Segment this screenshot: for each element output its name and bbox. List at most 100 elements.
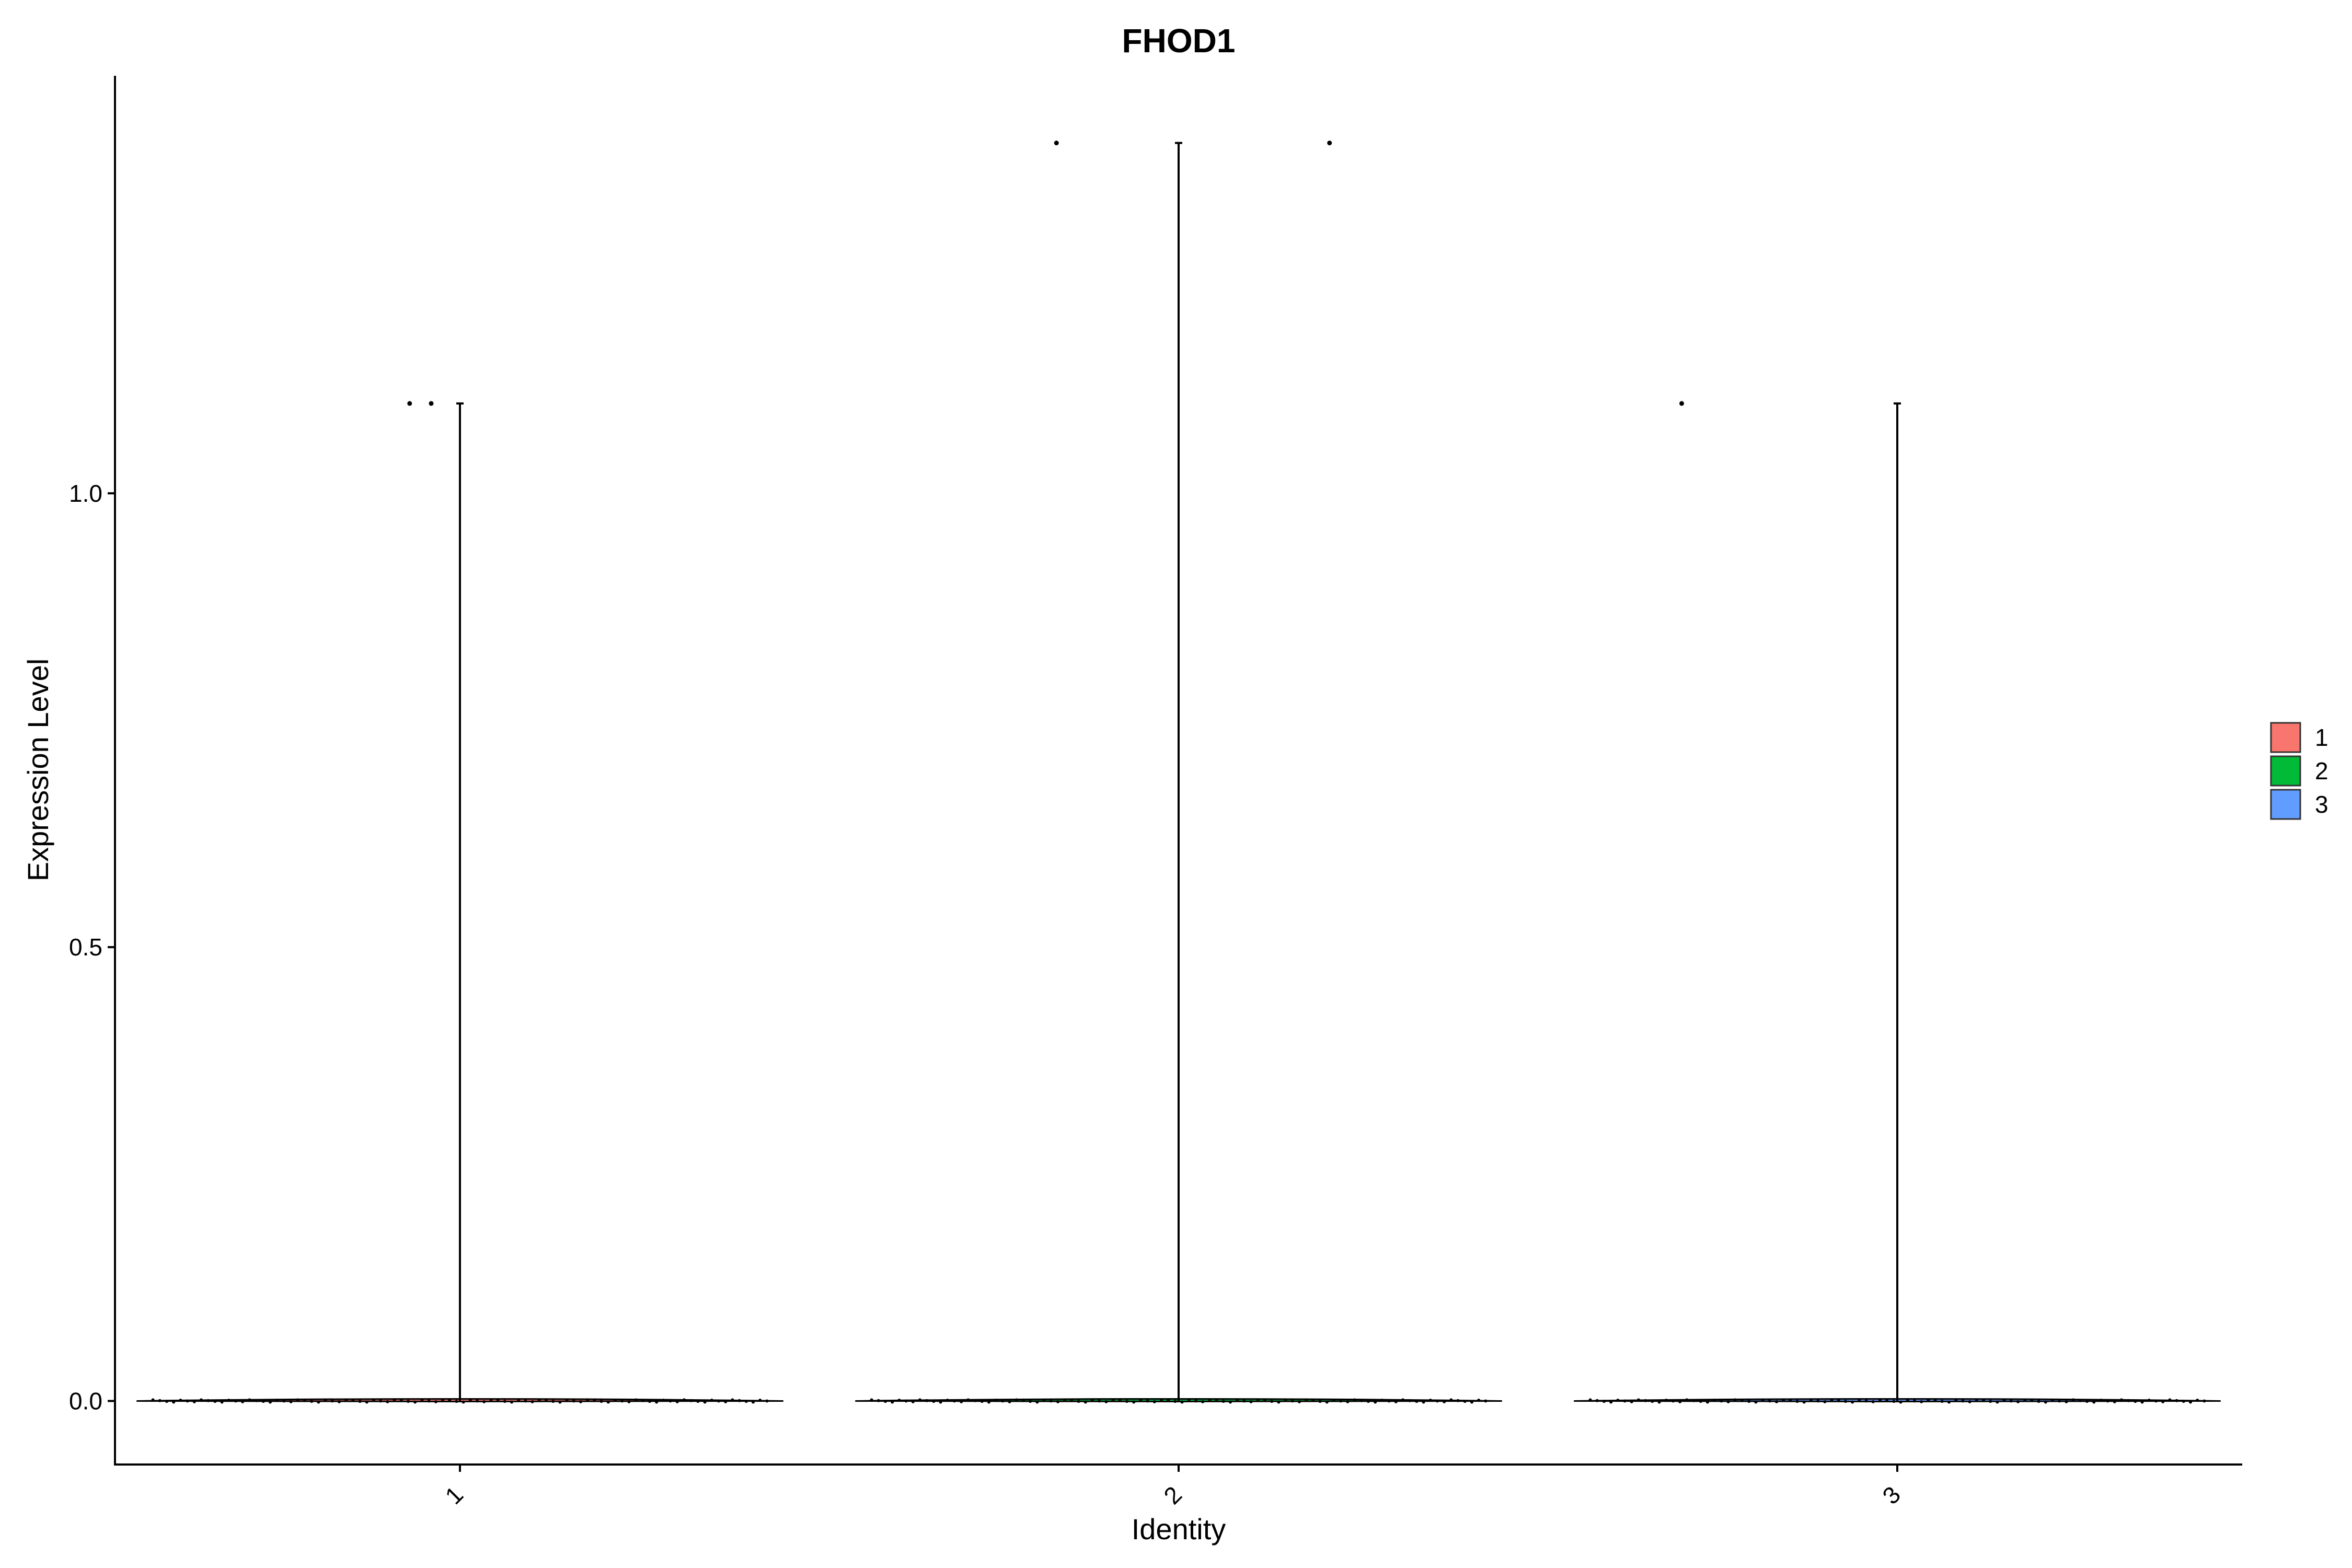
jitter-point [641,1399,644,1402]
jitter-point [1816,1399,1820,1403]
jitter-point [1456,1399,1460,1402]
jitter-point [1989,1400,1992,1403]
jitter-point [1837,1399,1840,1402]
jitter-point [1056,1400,1059,1403]
x-ticks: 1 2 3 [440,1465,1906,1509]
jitter-point [1249,1400,1253,1403]
jitter-point [545,1399,548,1402]
jitter-point [1463,1400,1467,1403]
jitter-point [1484,1399,1488,1403]
jitter-point [1657,1400,1661,1404]
jitter-point [1623,1399,1627,1403]
jitter-point [1305,1398,1308,1402]
jitter-point [344,1398,348,1402]
jitter-point [227,1399,230,1402]
jitter-point [1470,1400,1473,1404]
jitter-point [696,1400,700,1403]
jitter-points [870,1398,1488,1404]
jitter-point [213,1400,217,1403]
jitter-point [1761,1399,1765,1402]
jitter-point [932,1400,936,1403]
jitter-point [689,1399,693,1402]
jitter-point [634,1398,638,1402]
jitter-point [317,1400,320,1404]
jitter-point [1277,1400,1281,1404]
jitter-point [303,1399,306,1402]
jitter-point [1609,1400,1613,1404]
jitter-point [427,1399,431,1403]
jitter-point [2134,1400,2137,1403]
jitter-point [1263,1399,1266,1402]
jitter-point [372,1399,375,1402]
jitter-point [1864,1399,1868,1403]
jitter-point [1236,1399,1239,1402]
jitter-point [551,1400,555,1403]
jitter-point [744,1400,748,1403]
jitter-point [1394,1400,1398,1403]
jitter-point [1616,1399,1620,1402]
jitter-point [1325,1400,1329,1404]
jitter-point [1001,1399,1005,1403]
plot-area [136,141,2221,1404]
jitter-point [1706,1400,1709,1404]
jitter-point [510,1400,513,1404]
jitter-point [1029,1400,1032,1403]
jitter-point [1961,1399,1965,1403]
jitter-point [648,1400,651,1403]
jitter-point [1740,1399,1744,1402]
jitter-point [668,1399,672,1403]
jitter-point [2182,1400,2185,1403]
jitter-point [1318,1400,1322,1403]
jitter-point [1139,1399,1143,1402]
jitter-point [717,1399,720,1403]
jitter-point [2154,1399,2158,1403]
jitter-point [386,1400,389,1403]
jitter-point [1823,1400,1827,1403]
jitter-point [2168,1398,2172,1402]
y-tick-label: 0.5 [69,933,102,961]
jitter-point [1933,1399,1937,1402]
jitter-point [1152,1400,1156,1403]
jitter-point [593,1399,596,1402]
jitter-point [1104,1400,1108,1403]
jitter-point [1118,1399,1122,1402]
jitter-point [2196,1399,2199,1402]
jitter-point [1194,1399,1197,1403]
jitter-point [1022,1399,1025,1402]
jitter-point [351,1399,355,1402]
jitter-point [2161,1400,2165,1403]
jitter-point [1664,1399,1668,1402]
jitter-point [496,1399,500,1402]
jitter-point [973,1399,977,1402]
jitter-point [918,1398,921,1402]
jitter-point [1173,1400,1177,1403]
jitter-point [413,1400,417,1404]
legend-swatch-3 [2270,789,2301,820]
jitter-point [662,1399,665,1402]
jitter-point [1339,1399,1343,1403]
jitter-point [407,1400,410,1403]
jitter-point [1290,1399,1294,1403]
jitter-point [1070,1399,1074,1402]
jitter-point [1180,1400,1184,1404]
jitter-point [1422,1400,1425,1404]
chart-title: FHOD1 [1122,22,1236,60]
jitter-point [606,1400,610,1404]
violin-group-3 [1574,401,2221,1404]
violin-group-2 [855,141,1502,1404]
jitter-point [379,1399,383,1403]
jitter-point [310,1400,314,1403]
jitter-point [1111,1398,1115,1402]
jitter-point [365,1400,368,1404]
y-tick-label: 1.0 [69,480,102,507]
jitter-point [1637,1398,1640,1402]
jitter-point [282,1399,286,1403]
jitter-point [324,1399,327,1402]
jitter-point [1975,1398,1978,1402]
jitter-point [2120,1398,2123,1402]
legend-label-1: 1 [2315,724,2328,751]
jitter-point [586,1398,590,1402]
jitter-point [1449,1398,1453,1402]
jitter-point [537,1398,541,1402]
jitter-point [627,1400,631,1403]
